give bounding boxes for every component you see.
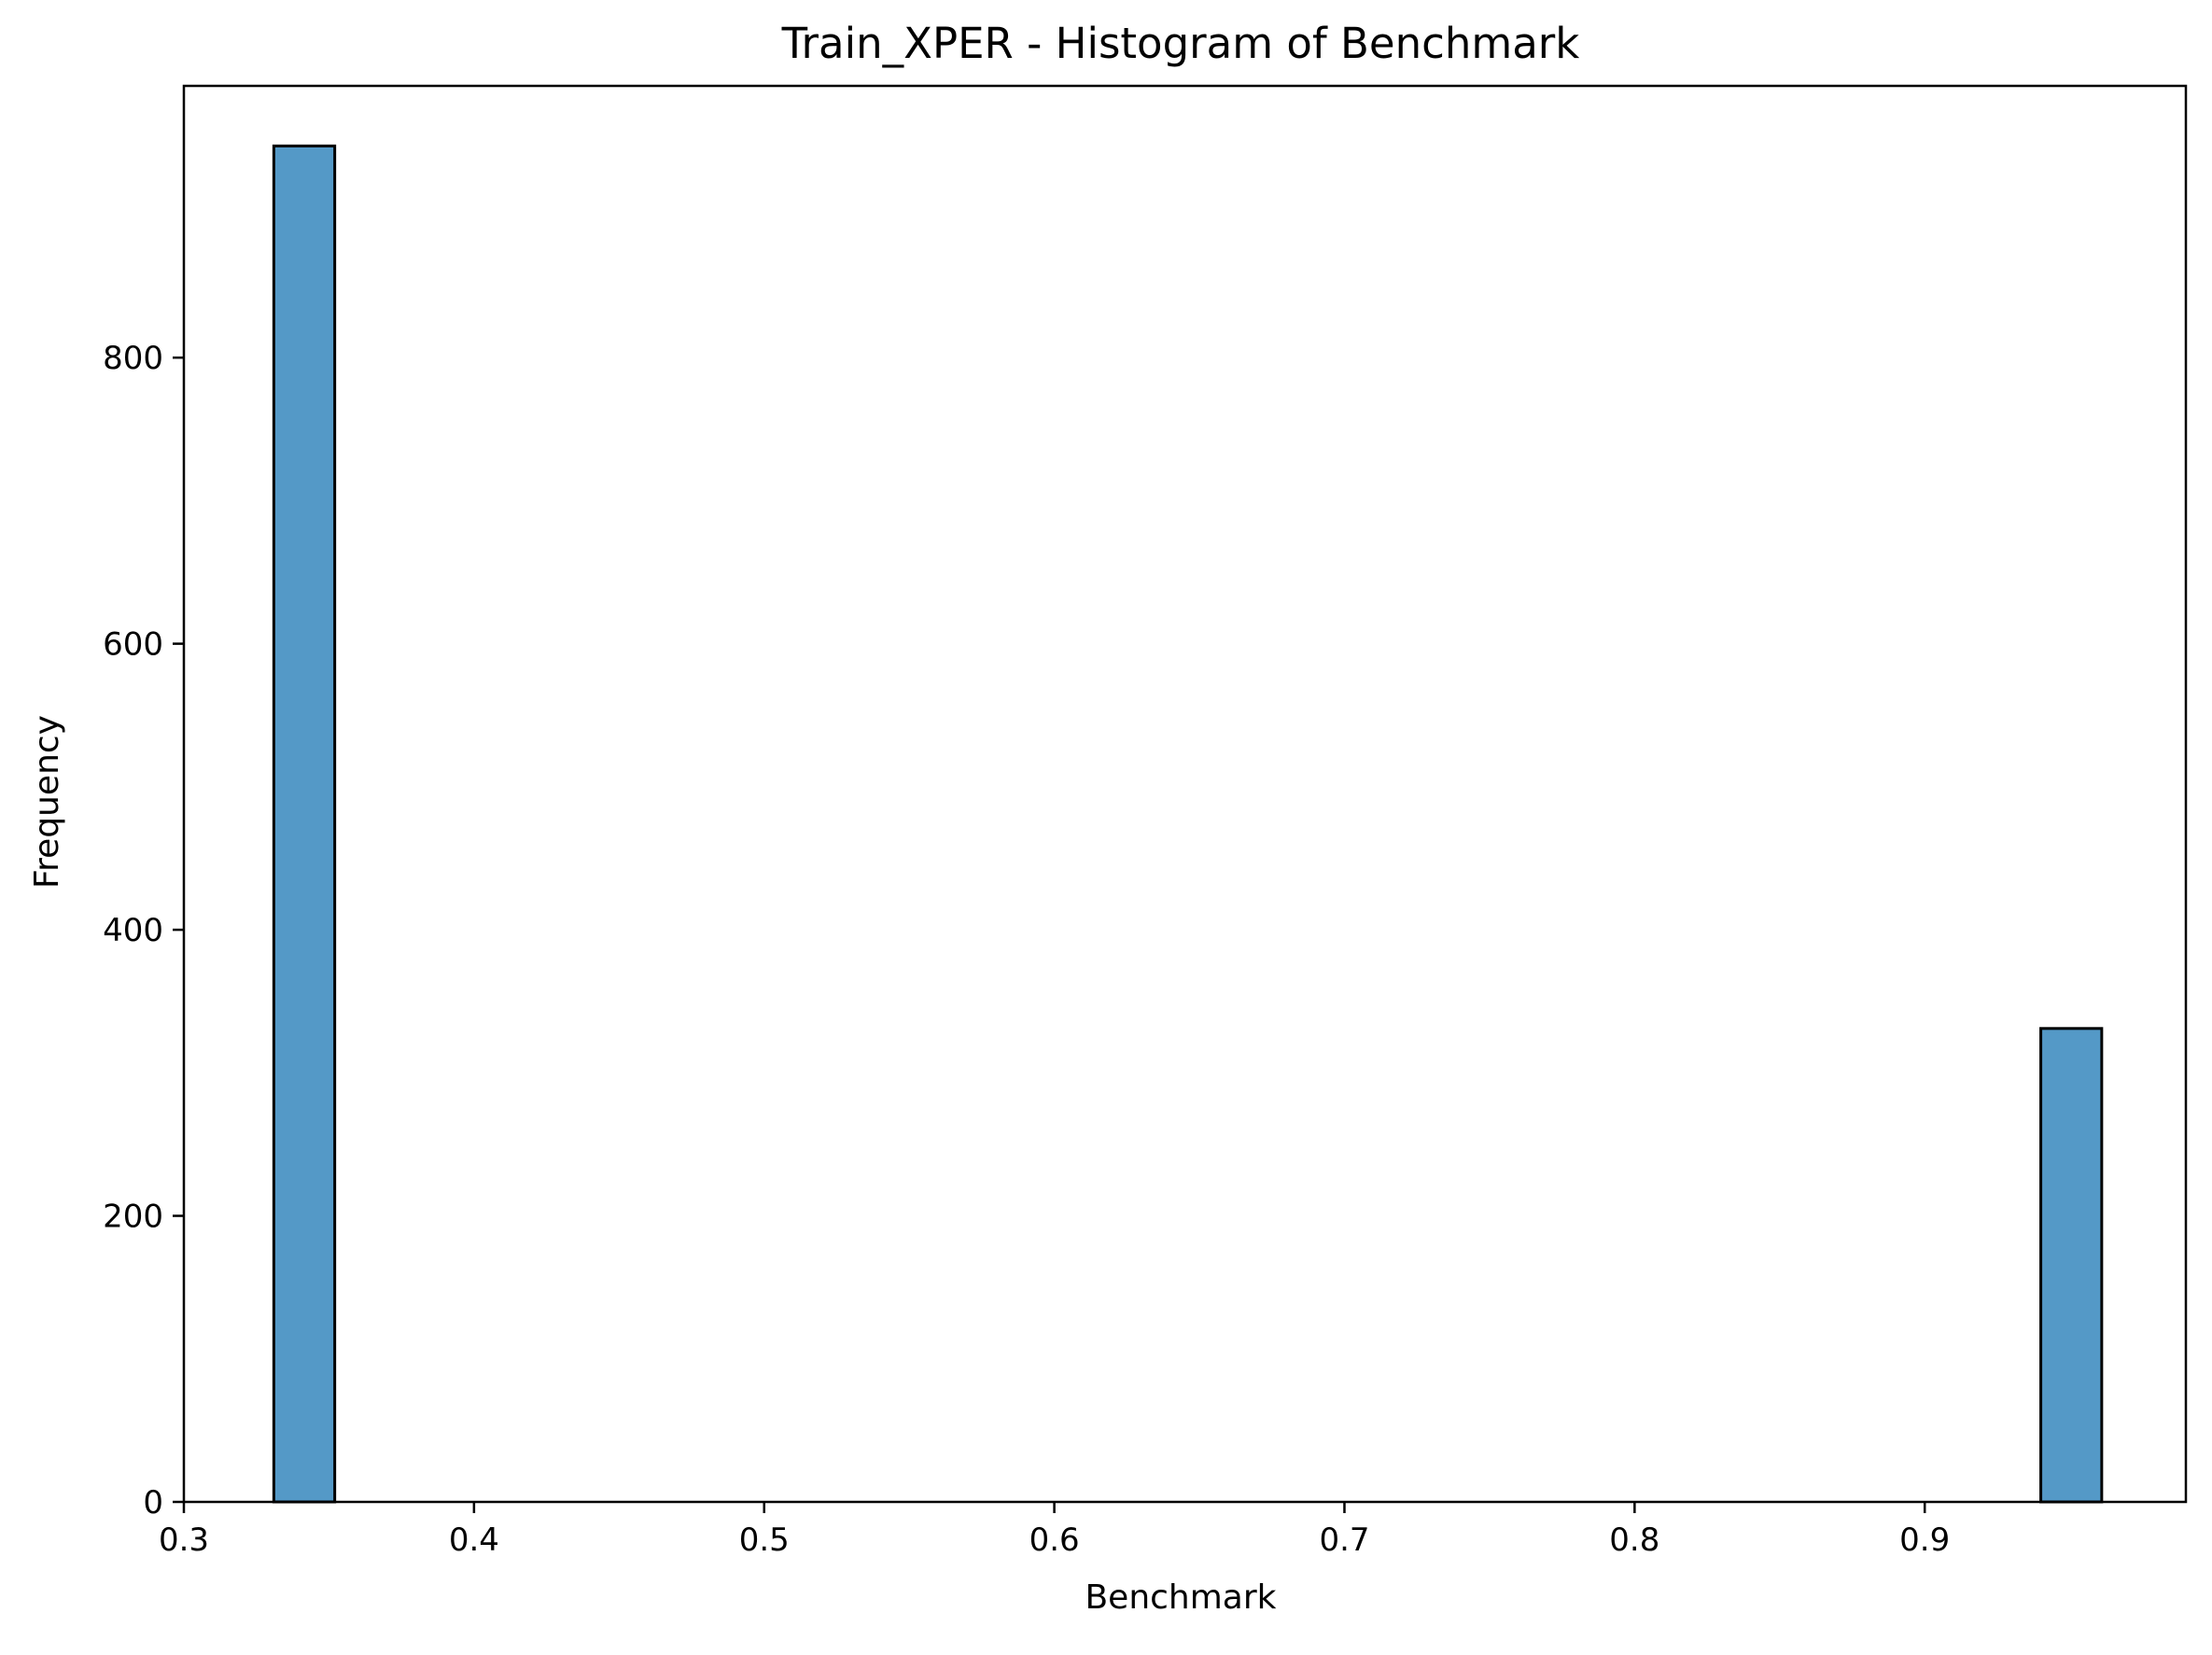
histogram-bar [2039, 1027, 2104, 1504]
ticks-layer: 0.3 0.4 0.5 0.6 0.7 0.8 0.9 0 200 400 600 800 [103, 340, 1950, 1559]
x-axis-label: Benchmark [1085, 1578, 1276, 1617]
bars-layer [272, 144, 2104, 1504]
y-tick-label: 200 [103, 1199, 163, 1236]
x-tick-label: 0.8 [1609, 1522, 1659, 1559]
x-tick-label: 0.4 [449, 1522, 499, 1559]
y-tick-label: 800 [103, 340, 163, 377]
y-tick-label: 600 [103, 626, 163, 664]
y-tick-label: 0 [143, 1484, 163, 1522]
histogram-bar [272, 144, 337, 1504]
y-tick-label: 400 [103, 912, 163, 949]
plot-frame [182, 84, 2188, 1504]
x-tick-label: 0.3 [159, 1522, 209, 1559]
x-tick-label: 0.7 [1319, 1522, 1369, 1559]
x-tick-label: 0.9 [1899, 1522, 1950, 1559]
x-tick-label: 0.5 [739, 1522, 790, 1559]
x-tick-label: 0.6 [1029, 1522, 1080, 1559]
y-axis-label: Frequency [28, 715, 66, 889]
axes-layer [182, 84, 2188, 1504]
chart-title: Train_XPER - Histogram of Benchmark [781, 19, 1580, 68]
